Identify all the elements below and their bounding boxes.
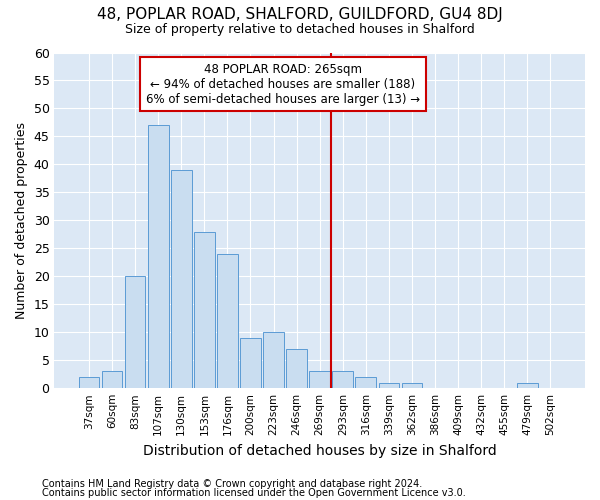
Bar (79, 377, 100, 388)
Y-axis label: Number of detached properties: Number of detached properties (15, 122, 28, 319)
Text: Contains public sector information licensed under the Open Government Licence v3: Contains public sector information licen… (42, 488, 466, 498)
Text: 48 POPLAR ROAD: 265sqm
← 94% of detached houses are smaller (188)
6% of semi-det: 48 POPLAR ROAD: 265sqm ← 94% of detached… (146, 62, 419, 106)
Text: 48, POPLAR ROAD, SHALFORD, GUILDFORD, GU4 8DJ: 48, POPLAR ROAD, SHALFORD, GUILDFORD, GU… (97, 8, 503, 22)
Bar (517, 382, 538, 388)
Bar (310, 372, 330, 388)
Bar (217, 254, 238, 388)
Bar (194, 232, 215, 388)
Bar (379, 382, 400, 388)
Bar (240, 338, 261, 388)
Bar (148, 125, 169, 388)
Bar (332, 372, 353, 388)
Text: Size of property relative to detached houses in Shalford: Size of property relative to detached ho… (125, 22, 475, 36)
Bar (355, 377, 376, 388)
Bar (171, 170, 191, 388)
Bar (125, 276, 145, 388)
X-axis label: Distribution of detached houses by size in Shalford: Distribution of detached houses by size … (143, 444, 497, 458)
Bar (401, 382, 422, 388)
Bar (101, 372, 122, 388)
Bar (286, 349, 307, 388)
Bar (263, 332, 284, 388)
Text: Contains HM Land Registry data © Crown copyright and database right 2024.: Contains HM Land Registry data © Crown c… (42, 479, 422, 489)
